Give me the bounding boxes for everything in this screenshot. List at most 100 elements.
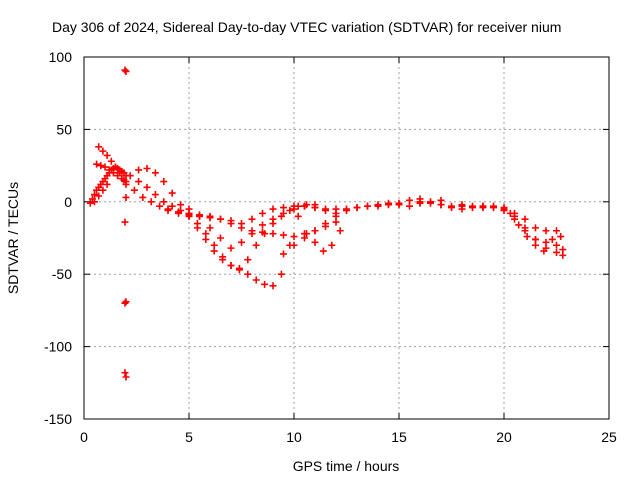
data-point (332, 212, 340, 220)
data-point (227, 262, 235, 270)
data-point (416, 195, 424, 203)
data-point (135, 178, 143, 186)
data-point (168, 189, 176, 197)
data-point (553, 227, 560, 235)
data-point (343, 206, 350, 214)
data-point (164, 206, 172, 214)
x-tick-label: 5 (185, 429, 193, 445)
series-track-J (416, 195, 567, 259)
data-point (185, 211, 193, 219)
data-point (469, 204, 476, 212)
data-point (143, 183, 151, 191)
series-early-cluster (86, 143, 130, 207)
y-tick-labels: -150 -100 -50 0 50 100 (44, 49, 72, 427)
data-point (458, 201, 466, 209)
data-point (269, 282, 277, 290)
data-point (95, 192, 103, 200)
x-tick-label: 15 (391, 429, 407, 445)
data-point (151, 169, 159, 177)
data-point (238, 220, 245, 228)
x-tick-labels: 0 5 10 15 20 25 (80, 429, 617, 445)
data-point (122, 180, 130, 188)
plot-frame (83, 56, 610, 420)
data-point (353, 204, 361, 212)
data-point (542, 227, 550, 235)
data-point (130, 186, 138, 194)
y-tick-label: -50 (52, 266, 72, 282)
data-point (112, 163, 119, 171)
data-point (280, 231, 287, 239)
data-point (122, 67, 130, 75)
data-point (151, 191, 159, 199)
data-point (121, 299, 129, 307)
data-point (121, 66, 129, 74)
data-point (303, 230, 311, 238)
data-point (490, 202, 497, 210)
y-tick-label: 50 (56, 121, 72, 137)
data-point (506, 209, 514, 217)
data-point (515, 221, 523, 229)
data-point (175, 209, 182, 217)
data-point (521, 215, 529, 223)
data-point (290, 233, 298, 241)
data-point (193, 220, 201, 228)
data-point (196, 212, 203, 220)
data-point (336, 227, 344, 235)
data-point (107, 157, 115, 165)
data-point (500, 204, 508, 212)
data-point (553, 248, 560, 256)
data-point (437, 196, 445, 204)
data-point (86, 199, 94, 207)
series-track-C (126, 172, 319, 272)
data-point (286, 206, 294, 214)
data-point (121, 218, 129, 226)
data-point (99, 186, 107, 194)
data-point (122, 193, 130, 201)
x-tick-label: 25 (601, 429, 617, 445)
data-point (259, 221, 266, 229)
series-outliers (121, 66, 130, 381)
data-point (540, 247, 548, 255)
data-point (238, 238, 245, 246)
data-point (120, 176, 128, 184)
data-point (252, 276, 260, 284)
data-point (121, 369, 129, 377)
x-tick-label: 20 (496, 429, 512, 445)
series-track-K (506, 209, 565, 255)
x-axis-label: GPS time / hours (293, 458, 400, 474)
data-point (99, 147, 107, 155)
data-point (557, 233, 565, 241)
data-point (217, 215, 224, 223)
data-point (103, 180, 111, 188)
data-point (532, 241, 539, 249)
data-point (210, 241, 218, 249)
data-point (248, 215, 256, 223)
data-point (109, 169, 117, 177)
data-point (548, 235, 556, 243)
data-point (139, 193, 147, 201)
data-point (160, 178, 168, 186)
data-point (269, 215, 277, 223)
data-point (261, 230, 269, 238)
y-axis-label: SDTVAR / TECUs (5, 182, 21, 294)
y-tick-label: -100 (44, 339, 72, 355)
axis-ticks (83, 56, 610, 420)
data-point (280, 250, 287, 258)
data-point (135, 166, 143, 174)
data-point (479, 202, 487, 210)
data-point (374, 201, 382, 209)
data-point (219, 253, 227, 261)
data-point (235, 264, 243, 272)
data-point (311, 238, 319, 246)
data-point (259, 209, 266, 217)
data-point (93, 160, 101, 168)
data-point (532, 224, 539, 232)
data-point (427, 198, 434, 206)
data-point (395, 201, 403, 209)
data-point (97, 162, 105, 170)
data-point (91, 198, 98, 206)
data-point (101, 163, 109, 171)
data-point (319, 247, 327, 255)
data-point (523, 233, 531, 241)
